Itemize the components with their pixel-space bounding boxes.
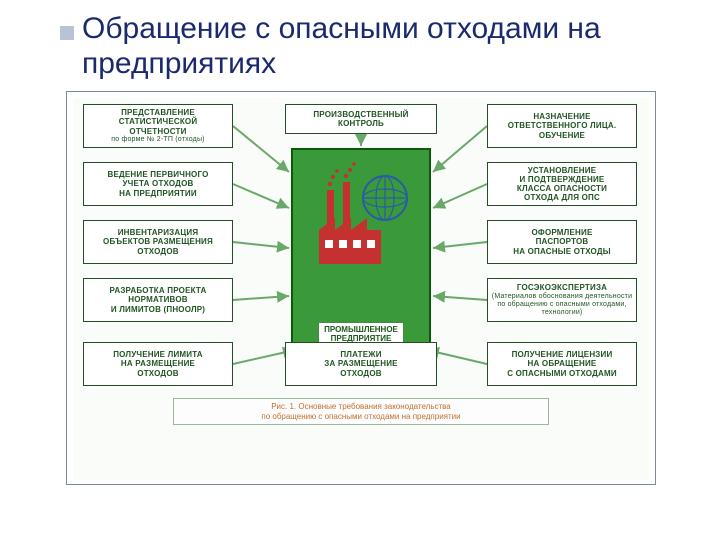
right-box-2: ОФОРМЛЕНИЕПАСПОРТОВНА ОПАСНЫЕ ОТХОДЫ [487,220,637,264]
caption-line2: по обращению с опасными отходами на пред… [178,412,544,422]
left-box-2: ИНВЕНТАРИЗАЦИЯОБЪЕКТОВ РАЗМЕЩЕНИЯОТХОДОВ [83,220,233,264]
slide-title: Обращение с опасными отходами на предпри… [82,12,680,81]
left-box-4: ПОЛУЧЕНИЕ ЛИМИТАНА РАЗМЕЩЕНИЕОТХОДОВ [83,342,233,386]
right-box-3: ГОСЭКОЭКСПЕРТИЗА(Материалов обоснования … [487,278,637,322]
left-box-1: ВЕДЕНИЕ ПЕРВИЧНОГОУЧЕТА ОТХОДОВНА ПРЕДПР… [83,162,233,206]
right-box-4: ПОЛУЧЕНИЕ ЛИЦЕНЗИИНА ОБРАЩЕНИЕС ОПАСНЫМИ… [487,342,637,386]
diagram-caption: Рис. 1. Основные требования законодатель… [173,398,549,425]
bottom-mid-box: ПЛАТЕЖИЗА РАЗМЕЩЕНИЕОТХОДОВ [285,342,437,386]
right-box-0: НАЗНАЧЕНИЕОТВЕТСТВЕННОГО ЛИЦА.ОБУЧЕНИЕ [487,104,637,148]
left-box-3: РАЗРАБОТКА ПРОЕКТАНОРМАТИВОВИ ЛИМИТОВ (П… [83,278,233,322]
diagram-canvas: ПРОМЫШЛЕННОЕ ПРЕДПРИЯТИЕ Рис. 1. Основны… [73,98,649,480]
top-mid-box: ПРОИЗВОДСТВЕННЫЙКОНТРОЛЬ [285,104,437,134]
diagram-frame: ПРОМЫШЛЕННОЕ ПРЕДПРИЯТИЕ Рис. 1. Основны… [66,91,656,485]
right-box-1: УСТАНОВЛЕНИЕИ ПОДТВЕРЖДЕНИЕКЛАССА ОПАСНО… [487,162,637,206]
title-row: Обращение с опасными отходами на предпри… [60,12,680,81]
caption-line1: Рис. 1. Основные требования законодатель… [178,402,544,412]
center-enterprise-box: ПРОМЫШЛЕННОЕ ПРЕДПРИЯТИЕ [291,148,431,358]
left-box-0: ПРЕДСТАВЛЕНИЕСТАТИСТИЧЕСКОЙОТЧЕТНОСТИпо … [83,104,233,148]
title-bullet-icon [60,26,74,40]
factory-globe-icon [313,160,413,270]
